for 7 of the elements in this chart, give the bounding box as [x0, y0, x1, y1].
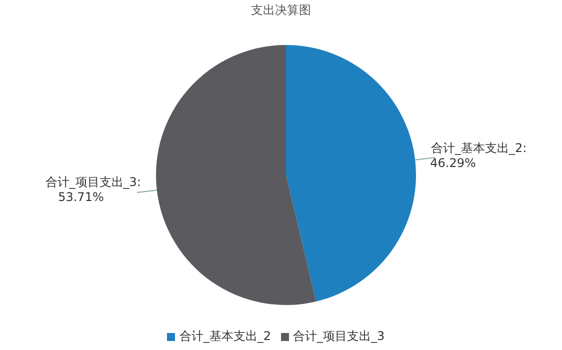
data-label: 合计_项目支出_3: 53.71% [45, 174, 141, 204]
pie-slice [286, 45, 416, 302]
legend-label: 合计_基本支出_2 [179, 329, 271, 343]
legend-label: 合计_项目支出_3 [293, 329, 385, 343]
chart-title: 支出决算图 [251, 3, 311, 17]
pie-slice [156, 45, 316, 305]
data-label: 合计_基本支出_2: 46.29% [430, 141, 527, 170]
